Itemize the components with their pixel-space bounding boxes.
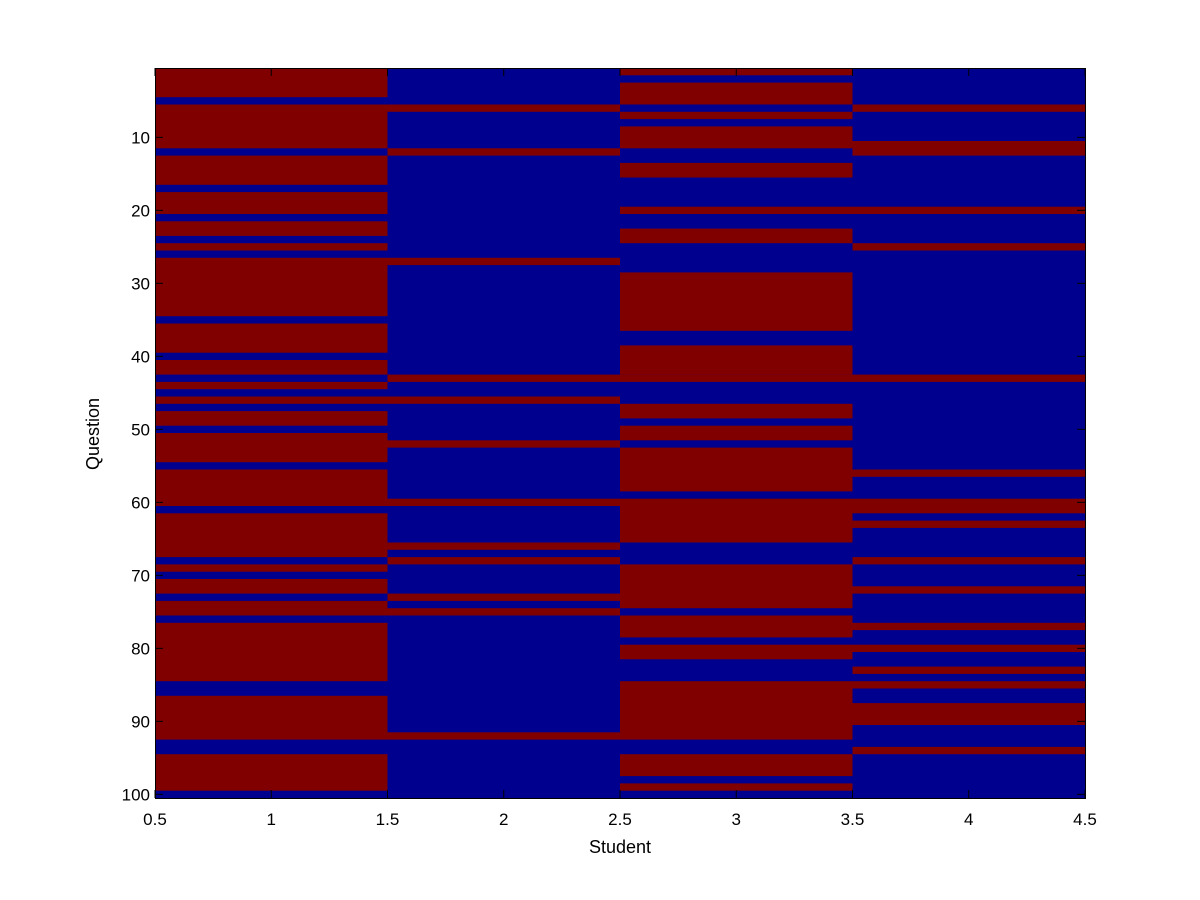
heatmap-cell <box>620 498 853 543</box>
heatmap-cell <box>620 644 853 660</box>
heatmap-cell <box>620 564 853 609</box>
heatmap-cell <box>852 104 1085 112</box>
x-tick-label: 0.5 <box>143 810 167 829</box>
heatmap-cell <box>155 564 388 572</box>
heatmap-cell <box>387 440 620 448</box>
heatmap-cell <box>387 557 620 565</box>
heatmap-cell <box>852 557 1085 565</box>
heatmap-cell <box>155 396 388 404</box>
x-tick-label: 1 <box>267 810 276 829</box>
heatmap-cell <box>387 542 620 550</box>
heatmap-cell <box>387 498 620 506</box>
y-tick-label: 80 <box>131 639 150 658</box>
heatmap-cell <box>620 681 853 740</box>
heatmap-cell <box>852 520 1085 528</box>
heatmap-cell <box>620 228 853 244</box>
heatmap-cell <box>620 615 853 638</box>
y-tick-label: 100 <box>122 785 150 804</box>
heatmap-cell <box>620 374 853 382</box>
heatmap-cell <box>155 155 388 185</box>
y-axis-label: Question <box>83 398 103 470</box>
x-tick-label: 3.5 <box>841 810 865 829</box>
heatmap-cell <box>155 579 388 594</box>
y-tick-label: 60 <box>131 493 150 512</box>
x-axis-label: Student <box>589 837 651 857</box>
heatmap-cell <box>620 403 853 419</box>
heatmap-cell <box>387 396 620 404</box>
heatmap-cell <box>387 257 620 266</box>
x-tick-label: 1.5 <box>376 810 400 829</box>
heatmap-cell <box>387 104 620 112</box>
heatmap-cell <box>155 221 388 236</box>
heatmap-cell <box>852 746 1085 755</box>
y-tick-label: 70 <box>131 566 150 585</box>
heatmap-cell <box>852 644 1085 652</box>
y-tick-label: 40 <box>131 347 150 366</box>
heatmap-cell <box>852 206 1085 214</box>
heatmap-cell <box>852 703 1085 725</box>
heatmap-cell <box>155 622 388 682</box>
heatmap-cell <box>852 469 1085 477</box>
heatmap-cell <box>620 111 853 120</box>
heatmap-cell <box>620 126 853 149</box>
heatmap-cell <box>155 323 388 353</box>
heatmap-cell <box>620 425 853 441</box>
heatmap-cell <box>155 433 388 463</box>
heatmap-cell <box>852 681 1085 689</box>
student-2-column <box>387 68 620 798</box>
heatmap-cell <box>620 754 853 777</box>
tick-labels: 0.5 1 1.5 2 2.5 3 3.5 4 4.5 10 20 30 40 50 60 70 80 90 100 <box>122 128 1097 829</box>
x-tick-label: 2 <box>499 810 508 829</box>
heatmap-cell <box>852 622 1085 631</box>
heatmap-cell <box>620 447 853 492</box>
heatmap-cell <box>852 666 1085 674</box>
x-tick-label: 2.5 <box>608 810 632 829</box>
heatmap-cell <box>620 783 853 791</box>
heatmap-cell <box>620 272 853 331</box>
heatmap-cell <box>155 192 388 214</box>
heatmap-cell <box>155 243 388 251</box>
heatmap-cell <box>155 695 388 740</box>
heatmap-cell <box>620 162 853 178</box>
heatmap-cell <box>852 498 1085 514</box>
heatmap-cell <box>155 513 388 558</box>
heatmap-cell <box>387 732 620 740</box>
heatmap-cell <box>155 411 388 426</box>
heatmap-cell <box>155 360 388 375</box>
student-4-column <box>852 68 1085 798</box>
heatmap-cell <box>852 141 1085 156</box>
heatmap-cell <box>155 754 388 791</box>
heatmap-cell <box>155 104 388 149</box>
x-tick-label: 3 <box>732 810 741 829</box>
x-tick-label: 4 <box>964 810 973 829</box>
heatmap-cell <box>620 345 853 375</box>
heatmap-cells <box>155 68 1085 798</box>
x-tick-label: 4.5 <box>1073 810 1097 829</box>
heatmap-cell <box>852 243 1085 251</box>
y-tick-label: 20 <box>131 201 150 220</box>
heatmap-cell <box>387 593 620 601</box>
y-tick-label: 90 <box>131 712 150 731</box>
heatmap-cell <box>387 608 620 616</box>
heatmap-cell <box>155 469 388 506</box>
y-tick-label: 30 <box>131 274 150 293</box>
y-tick-label: 10 <box>131 128 150 147</box>
heatmap-cell <box>852 374 1085 382</box>
heatmap-cell <box>155 600 388 616</box>
heatmap-cell <box>387 374 620 382</box>
heatmap-cell <box>852 586 1085 594</box>
heatmap-cell <box>620 206 853 214</box>
heatmap-cell <box>155 257 388 317</box>
heatmap-cell <box>155 381 388 390</box>
heatmap-cell <box>387 148 620 156</box>
heatmap-cell <box>620 82 853 105</box>
y-tick-label: 50 <box>131 420 150 439</box>
axis-ticks <box>154 68 1086 798</box>
